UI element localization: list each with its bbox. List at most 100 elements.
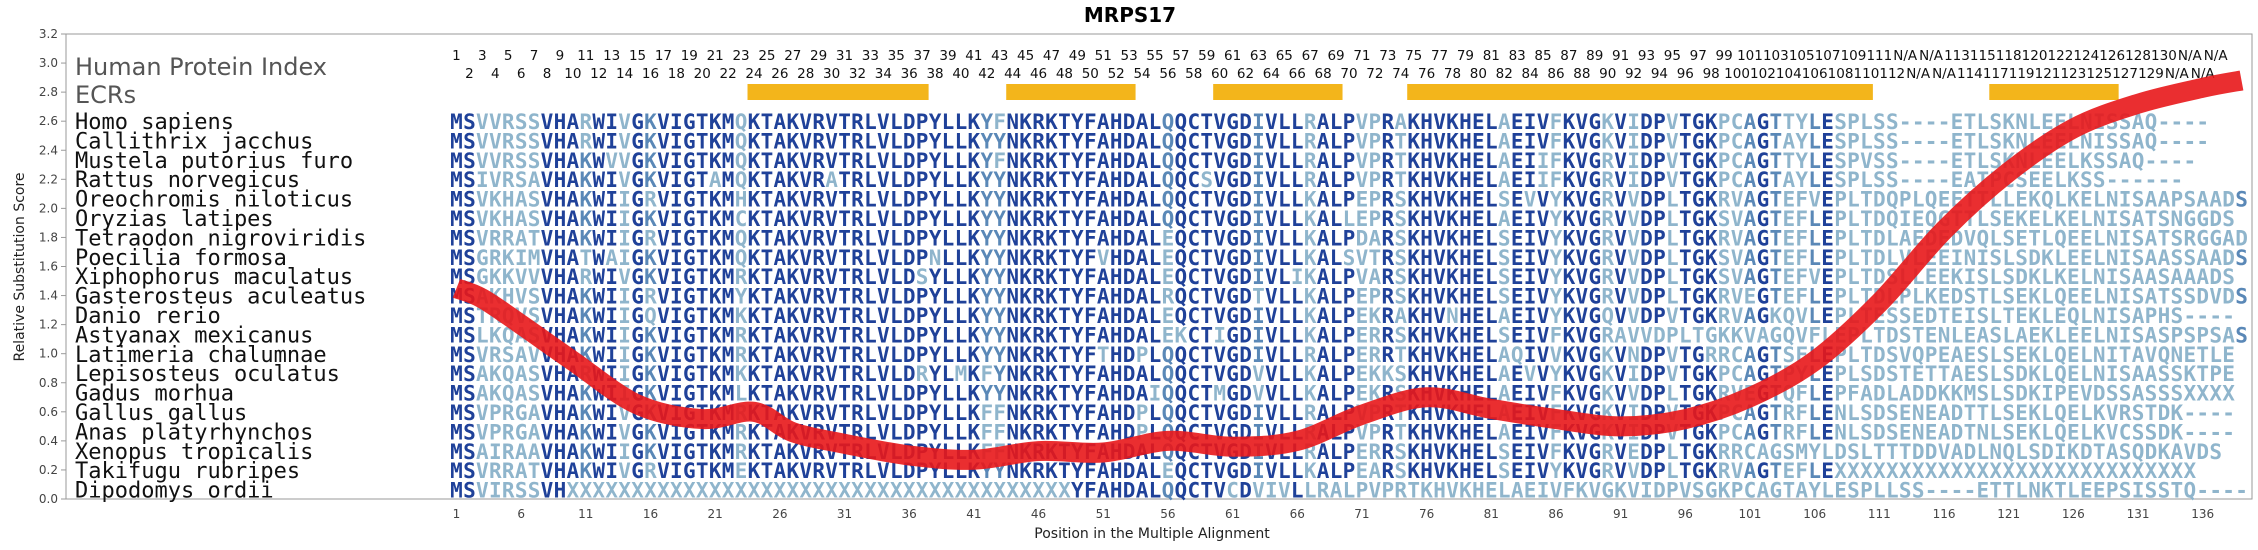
residue: M (528, 246, 541, 270)
residue: S (528, 285, 541, 309)
residue: E (1356, 304, 1369, 328)
protein-index-label: 23 (732, 48, 749, 64)
x-tick-label: 31 (837, 507, 852, 521)
residue: H (554, 110, 567, 134)
residue: L (1485, 149, 1498, 173)
residue: Y (1550, 226, 1563, 250)
residue: L (1485, 207, 1498, 231)
protein-index-label: 85 (1534, 48, 1551, 64)
residue: A (515, 188, 528, 212)
residue: E (2054, 149, 2067, 173)
residue: S (2119, 479, 2132, 503)
residue: D (903, 285, 916, 309)
residue: K (1563, 226, 1576, 250)
x-tick-label: 51 (1096, 507, 1111, 521)
residue: T (1770, 149, 1783, 173)
residue: S (1873, 110, 1886, 134)
residue: E (1356, 207, 1369, 231)
residue: C (1187, 188, 1200, 212)
residue: V (1278, 479, 1291, 503)
residue: H (1459, 265, 1472, 289)
residue: L (1976, 149, 1989, 173)
residue: L (890, 246, 903, 270)
residue: R (812, 168, 825, 192)
residue: V (1795, 304, 1808, 328)
residue: K (709, 246, 722, 270)
residue: K (1304, 246, 1317, 270)
residue: G (1588, 129, 1601, 153)
y-tick-label: 2.6 (39, 114, 58, 128)
residue: L (1666, 285, 1679, 309)
residue: I (618, 246, 631, 270)
residue: X (761, 479, 774, 503)
residue: L (1149, 304, 1162, 328)
residue: A (1317, 246, 1330, 270)
residue: I (2119, 188, 2132, 212)
residue: K (1019, 265, 1032, 289)
residue: V (476, 479, 489, 503)
residue: X (592, 479, 605, 503)
residue: C (1731, 110, 1744, 134)
protein-index-label: 78 (1444, 66, 1461, 82)
residue: E (1472, 265, 1485, 289)
residue: E (1782, 285, 1795, 309)
protein-index-label: 19 (681, 48, 698, 64)
residue: K (1446, 188, 1459, 212)
residue: - (2158, 129, 2171, 153)
residue: S (1718, 207, 1731, 231)
residue: K (709, 285, 722, 309)
residue: T (1200, 265, 1213, 289)
residue: V (1537, 207, 1550, 231)
residue: L (2067, 479, 2080, 503)
residue: L (1498, 479, 1511, 503)
residue: T (1058, 207, 1071, 231)
protein-index-label: 26 (771, 66, 788, 82)
residue: L (1291, 479, 1304, 503)
residue: Q (1175, 168, 1188, 192)
residue: Q (1175, 226, 1188, 250)
residue: X (618, 479, 631, 503)
residue: R (1601, 188, 1614, 212)
residue: P (1653, 285, 1666, 309)
residue: M (450, 129, 463, 153)
residue: V (877, 129, 890, 153)
residue: D (1239, 246, 1252, 270)
residue: R (644, 285, 657, 309)
protein-index-label: 52 (1108, 66, 1125, 82)
residue: E (2028, 168, 2041, 192)
residue: T (1964, 149, 1977, 173)
residue: M (722, 207, 735, 231)
residue: K (1407, 207, 1420, 231)
residue: I (618, 188, 631, 212)
residue: H (554, 304, 567, 328)
protein-index-label: 24 (745, 66, 762, 82)
y-tick-label: 0.6 (39, 405, 58, 419)
residue: L (1149, 226, 1162, 250)
residue: L (1330, 129, 1343, 153)
residue: P (1369, 110, 1382, 134)
residue: K (579, 168, 592, 192)
residue: I (670, 226, 683, 250)
protein-index-label: 86 (1547, 66, 1564, 82)
residue: D (1873, 207, 1886, 231)
residue: G (1588, 207, 1601, 231)
species-label: Oreochromis niloticus (75, 188, 353, 213)
residue: P (916, 168, 929, 192)
residue: G (1588, 168, 1601, 192)
residue: L (2067, 149, 2080, 173)
residue: G (2209, 226, 2222, 250)
protein-index-label: 74 (1392, 66, 1409, 82)
residue: V (825, 304, 838, 328)
residue: D (2209, 265, 2222, 289)
residue: V (799, 129, 812, 153)
residue: I (1627, 129, 1640, 153)
residue: V (657, 129, 670, 153)
protein-index-label: 95 (1664, 48, 1681, 64)
residue: V (657, 149, 670, 173)
residue: R (851, 149, 864, 173)
residue: G (2196, 207, 2209, 231)
residue: Y (993, 129, 1006, 153)
residue: - (2196, 304, 2209, 328)
residue: V (799, 246, 812, 270)
residue: L (1808, 285, 1821, 309)
